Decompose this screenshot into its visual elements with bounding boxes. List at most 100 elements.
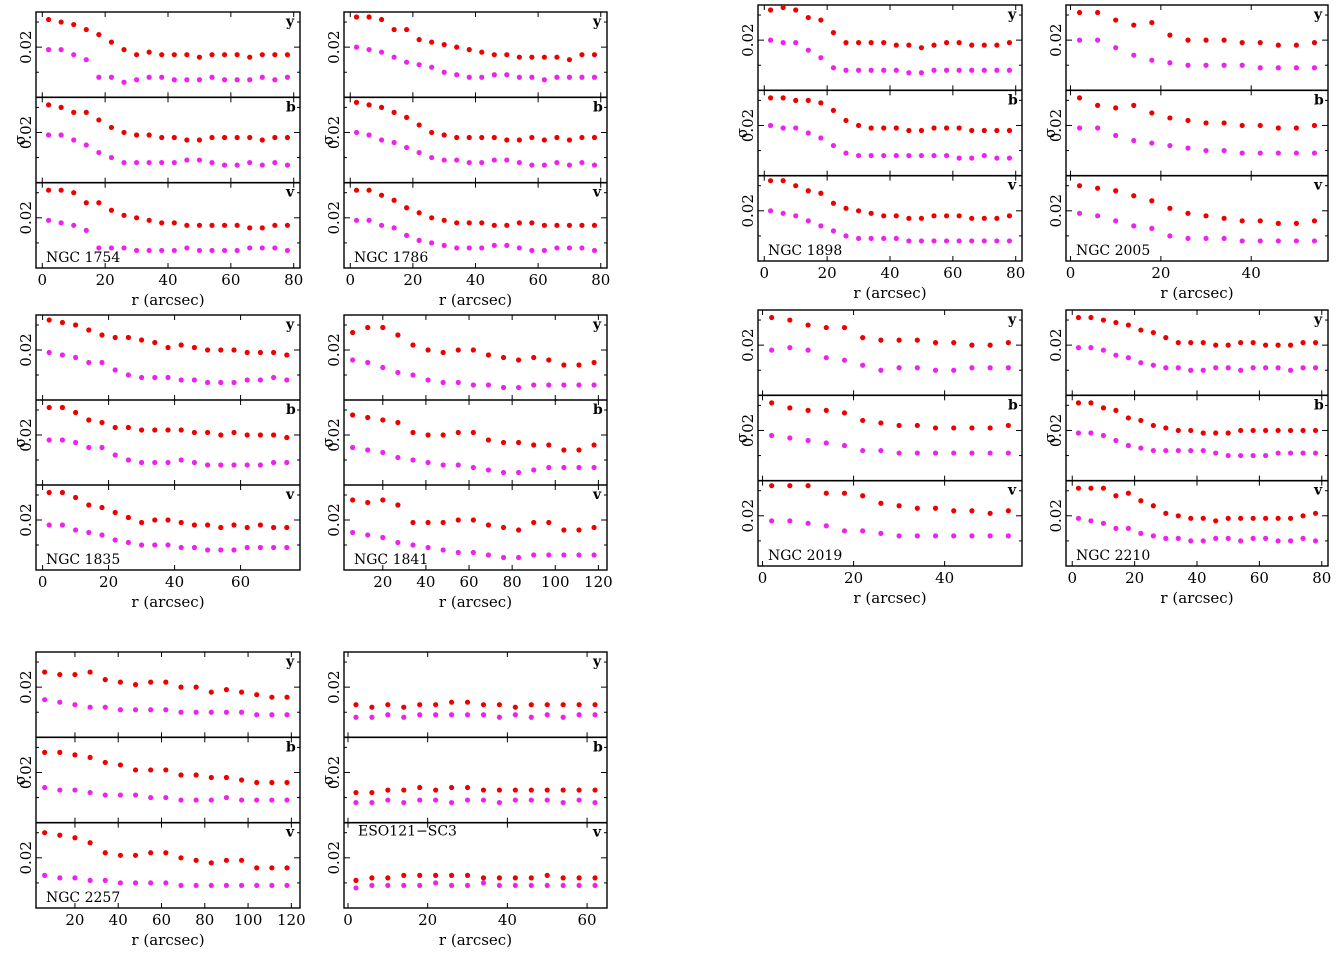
data-point-upper (1005, 340, 1011, 346)
data-point-lower (231, 379, 237, 386)
data-point-upper (512, 875, 518, 881)
data-point-upper (576, 527, 582, 533)
data-point-lower (42, 784, 48, 791)
data-point-upper (193, 857, 199, 863)
data-point-upper (234, 222, 240, 228)
data-point-lower (981, 238, 987, 244)
data-point-lower (918, 238, 925, 244)
data-point-upper (196, 222, 203, 228)
data-point-upper (994, 215, 1000, 221)
data-point-upper (441, 132, 447, 138)
data-point-lower (1275, 365, 1281, 371)
data-point-lower (504, 242, 510, 249)
data-point-lower (793, 213, 799, 219)
data-point-upper (531, 442, 537, 448)
data-point-upper (433, 702, 439, 708)
y-tick-label: 0.02 (325, 756, 343, 789)
data-point-lower (238, 797, 245, 803)
data-point-upper (73, 494, 79, 501)
data-point-upper (793, 183, 799, 189)
data-point-lower (868, 152, 874, 159)
data-point-upper (1250, 340, 1256, 346)
x-tick-label: 0 (760, 264, 770, 282)
data-point-lower (1150, 447, 1156, 454)
band-label-y: y (592, 654, 602, 670)
data-point-lower (272, 159, 278, 166)
data-point-upper (208, 689, 214, 695)
y-axis-symbol: σ (11, 437, 29, 447)
data-point-lower (1300, 535, 1306, 541)
data-point-lower (516, 245, 522, 251)
data-point-lower (71, 137, 77, 143)
x-tick-label: 40 (935, 569, 954, 587)
data-point-lower (353, 885, 359, 891)
data-point-upper (139, 427, 145, 433)
data-point-upper (272, 222, 278, 228)
data-point-lower (491, 242, 497, 249)
data-point-lower (491, 157, 497, 163)
data-point-upper (429, 129, 435, 136)
data-point-upper (554, 54, 560, 60)
data-point-lower (860, 528, 866, 534)
data-point-lower (353, 44, 360, 50)
data-point-upper (1138, 417, 1144, 424)
data-point-lower (417, 797, 423, 803)
data-point-upper (121, 129, 127, 136)
data-point-upper (860, 417, 866, 424)
data-point-lower (269, 712, 275, 718)
cluster-panel-10: 0.02 y 0.02 b 0.02 v σ 0 20 40 60 r (arcsec) ESO121−… (319, 651, 608, 949)
data-point-lower (793, 40, 799, 46)
data-point-upper (969, 342, 975, 348)
data-point-lower (1167, 233, 1173, 239)
data-point-upper (1312, 510, 1319, 516)
data-point-lower (146, 159, 152, 166)
data-point-lower (554, 74, 560, 80)
data-point-upper (448, 784, 455, 791)
data-point-upper (868, 210, 874, 216)
data-point-upper (500, 354, 507, 361)
data-point-lower (787, 345, 793, 351)
data-point-upper (969, 215, 975, 221)
data-point-upper (193, 684, 199, 690)
data-point-upper (496, 787, 503, 793)
data-point-upper (1131, 102, 1137, 108)
data-point-upper (576, 787, 582, 793)
data-point-upper (369, 875, 375, 881)
data-point-upper (433, 872, 439, 878)
data-point-upper (163, 767, 169, 773)
data-point-lower (1312, 365, 1319, 371)
data-point-lower (466, 245, 472, 251)
data-point-lower (1006, 67, 1013, 73)
data-point-lower (353, 714, 359, 720)
data-point-lower (221, 77, 228, 83)
data-point-lower (830, 65, 837, 71)
data-point-upper (205, 347, 211, 353)
data-point-lower (943, 67, 950, 73)
data-point-lower (566, 245, 573, 251)
data-point-lower (45, 217, 52, 223)
data-point-lower (163, 880, 169, 886)
data-point-lower (218, 547, 224, 553)
data-point-upper (805, 407, 811, 413)
data-point-lower (1275, 65, 1281, 71)
data-point-lower (464, 712, 471, 718)
data-point-upper (591, 134, 598, 141)
data-point-upper (878, 420, 884, 426)
data-point-lower (178, 797, 184, 803)
data-point-lower (395, 539, 401, 546)
data-point-upper (148, 679, 154, 685)
data-point-upper (1006, 127, 1013, 134)
data-point-lower (410, 457, 416, 463)
data-point-lower (71, 222, 77, 228)
data-point-upper (843, 40, 849, 46)
y-axis-symbol: σ (11, 775, 29, 785)
data-point-lower (196, 247, 203, 254)
data-point-upper (591, 359, 597, 366)
data-point-lower (218, 462, 224, 468)
data-point-lower (178, 377, 184, 383)
data-point-upper (58, 19, 64, 25)
data-point-upper (196, 137, 203, 143)
data-point-lower (1005, 365, 1011, 371)
x-axis-label: r (arcsec) (853, 589, 926, 607)
data-point-upper (454, 134, 460, 141)
